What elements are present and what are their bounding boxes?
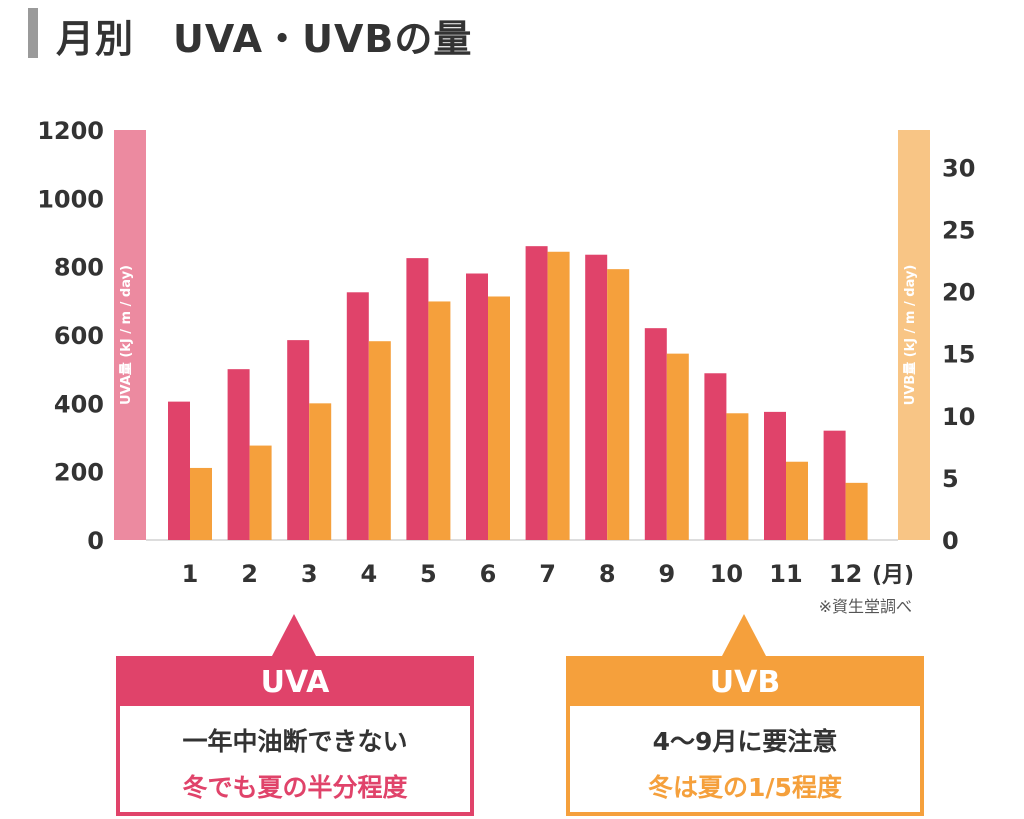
chart-title: 月別 UVA・UVBの量 xyxy=(56,17,473,61)
uva-bar xyxy=(585,254,608,541)
right-tick-label: 25 xyxy=(942,216,975,244)
x-tick-label: 6 xyxy=(480,560,497,588)
uvb-bar xyxy=(368,341,391,540)
uva-bar xyxy=(644,328,667,540)
uvb-callout-heading: UVB xyxy=(570,660,920,706)
x-tick-label: 7 xyxy=(539,560,556,588)
right-tick-label: 30 xyxy=(942,154,975,182)
left-axis-band xyxy=(114,130,146,540)
uvb-bar xyxy=(249,445,272,540)
right-tick-label: 15 xyxy=(942,341,975,369)
uvb-pointer-triangle xyxy=(722,614,766,656)
uva-bar xyxy=(346,292,369,540)
uva-bar xyxy=(764,411,786,540)
uvb-callout-line1: 4〜9月に要注意 xyxy=(652,727,838,756)
uva-bar xyxy=(525,246,548,540)
uva-bar xyxy=(406,258,429,540)
uva-bar xyxy=(168,401,190,540)
uvb-bar xyxy=(190,467,212,540)
x-tick-label: 1 xyxy=(182,560,199,588)
left-tick-label: 1000 xyxy=(37,185,104,213)
x-tick-label: 2 xyxy=(241,560,258,588)
title-accent-bar xyxy=(28,8,38,58)
uva-bar xyxy=(287,340,310,540)
uva-callout-line1: 一年中油断できない xyxy=(182,727,408,756)
uvb-bar xyxy=(726,413,749,540)
left-tick-label: 200 xyxy=(54,459,104,487)
uva-pointer-triangle xyxy=(272,614,316,656)
left-axis-label: UVA量 (kJ / m / day) xyxy=(119,265,134,405)
x-tick-label: 11 xyxy=(769,560,802,588)
uva-callout: UVA 一年中油断できない 冬でも夏の半分程度 xyxy=(116,656,474,816)
uvb-bar xyxy=(488,296,510,540)
uva-callout-heading: UVA xyxy=(120,660,470,706)
uvb-bar xyxy=(786,461,808,540)
x-tick-label: 10 xyxy=(710,560,743,588)
uv-bar-chart: UVA量 (kJ / m / day) UVB量 (kJ / m / day) 0 2… xyxy=(37,117,975,616)
uvb-bar xyxy=(666,353,689,540)
left-tick-label: 600 xyxy=(54,322,104,350)
uvb-callout-line2: 冬は夏の1/5程度 xyxy=(648,773,842,802)
uva-bar xyxy=(704,373,727,540)
left-tick-label: 400 xyxy=(54,390,104,418)
uva-bar xyxy=(227,369,250,540)
right-tick-label: 10 xyxy=(942,403,975,431)
x-tick-label: 4 xyxy=(360,560,377,588)
uvb-callout: UVB 4〜9月に要注意 冬は夏の1/5程度 xyxy=(566,656,924,816)
right-tick-label: 20 xyxy=(942,279,975,307)
x-tick-label: 8 xyxy=(599,560,616,588)
x-tick-label: 3 xyxy=(301,560,318,588)
right-tick-label: 0 xyxy=(942,527,959,555)
x-tick-label: 5 xyxy=(420,560,437,588)
left-tick-label: 0 xyxy=(87,527,104,555)
uvb-bar xyxy=(607,269,630,540)
left-tick-label: 800 xyxy=(54,254,104,282)
right-axis-label: UVB量 (kJ / m / day) xyxy=(903,265,918,406)
right-tick-label: 5 xyxy=(942,465,959,493)
right-axis-band xyxy=(898,130,930,540)
x-tick-label: 9 xyxy=(658,560,675,588)
uvb-bar xyxy=(845,482,868,540)
left-tick-label: 1200 xyxy=(37,117,104,145)
x-tick-label: 12 xyxy=(829,560,862,588)
source-note: ※資生堂調べ xyxy=(819,597,912,616)
uva-callout-line2: 冬でも夏の半分程度 xyxy=(182,773,408,802)
uva-bar xyxy=(466,273,488,540)
uvb-bar xyxy=(428,301,451,540)
uvb-bar xyxy=(547,251,570,540)
uva-bar xyxy=(823,430,846,540)
uvb-bar xyxy=(309,403,332,540)
x-axis-unit-label: (月) xyxy=(872,563,914,588)
